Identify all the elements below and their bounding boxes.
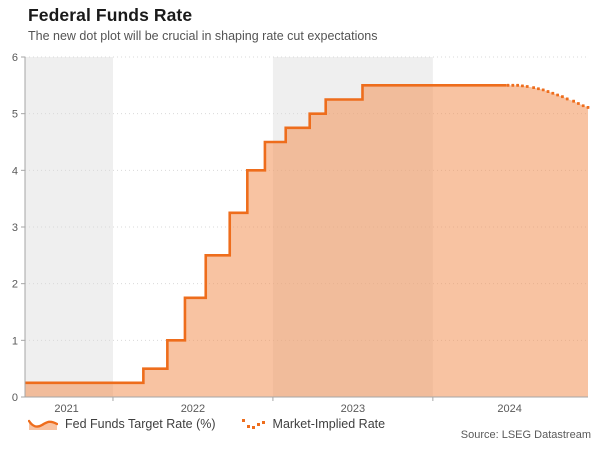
market-implied-dot xyxy=(581,104,585,108)
y-axis-tick-label: 2 xyxy=(12,279,18,291)
market-implied-dot xyxy=(546,90,550,93)
y-axis-tick-label: 3 xyxy=(12,222,18,234)
year-shading-band xyxy=(25,57,113,397)
market-implied-dot xyxy=(586,106,590,109)
y-axis-tick-label: 0 xyxy=(12,392,18,404)
market-implied-dot xyxy=(506,83,510,87)
market-implied-dot xyxy=(551,91,555,95)
x-axis-year-label: 2024 xyxy=(497,403,521,414)
target-rate-step-line xyxy=(25,84,507,385)
market-implied-dot xyxy=(521,84,524,88)
y-axis-tick-label: 4 xyxy=(12,165,18,177)
market-implied-dot xyxy=(556,93,560,97)
page-title: Federal Funds Rate xyxy=(28,5,193,25)
page-subtitle: The new dot plot will be crucial in shap… xyxy=(28,29,378,43)
y-axis-tick-label: 5 xyxy=(12,109,18,121)
y-axis-tick-label: 1 xyxy=(12,335,18,347)
source-note: Source: LSEG Datastream xyxy=(460,429,591,441)
market-implied-dot xyxy=(532,86,536,89)
market-implied-dot xyxy=(577,102,580,105)
target-rate-area-fill xyxy=(25,85,588,397)
market-implied-dot xyxy=(525,85,529,88)
x-axis-year-label: 2023 xyxy=(341,403,365,414)
chart-legend: Fed Funds Target Rate (%) Market-Implied… xyxy=(28,417,385,431)
dotted-series-legend-icon xyxy=(241,419,265,429)
legend-item-market-implied: Market-Implied Rate xyxy=(241,417,386,431)
market-implied-dot xyxy=(565,97,569,101)
x-axis-year-label: 2021 xyxy=(54,403,78,414)
fed-funds-rate-chart: 0 1 2 3 4 5 6 2021 2022 2023 2024 xyxy=(12,52,590,414)
market-implied-dot xyxy=(541,88,545,92)
market-implied-dot xyxy=(572,99,576,103)
area-series-legend-icon xyxy=(28,419,58,430)
legend-item-target-rate: Fed Funds Target Rate (%) xyxy=(28,417,216,431)
legend-label-target-rate: Fed Funds Target Rate (%) xyxy=(65,417,216,431)
legend-label-market-implied: Market-Implied Rate xyxy=(272,417,386,431)
market-implied-dot xyxy=(561,95,564,99)
x-axis-year-label: 2022 xyxy=(181,403,205,414)
market-implied-dot xyxy=(511,83,515,87)
market-implied-dot xyxy=(516,83,520,87)
market-implied-dot xyxy=(537,87,540,91)
y-axis-tick-label: 6 xyxy=(12,52,18,64)
